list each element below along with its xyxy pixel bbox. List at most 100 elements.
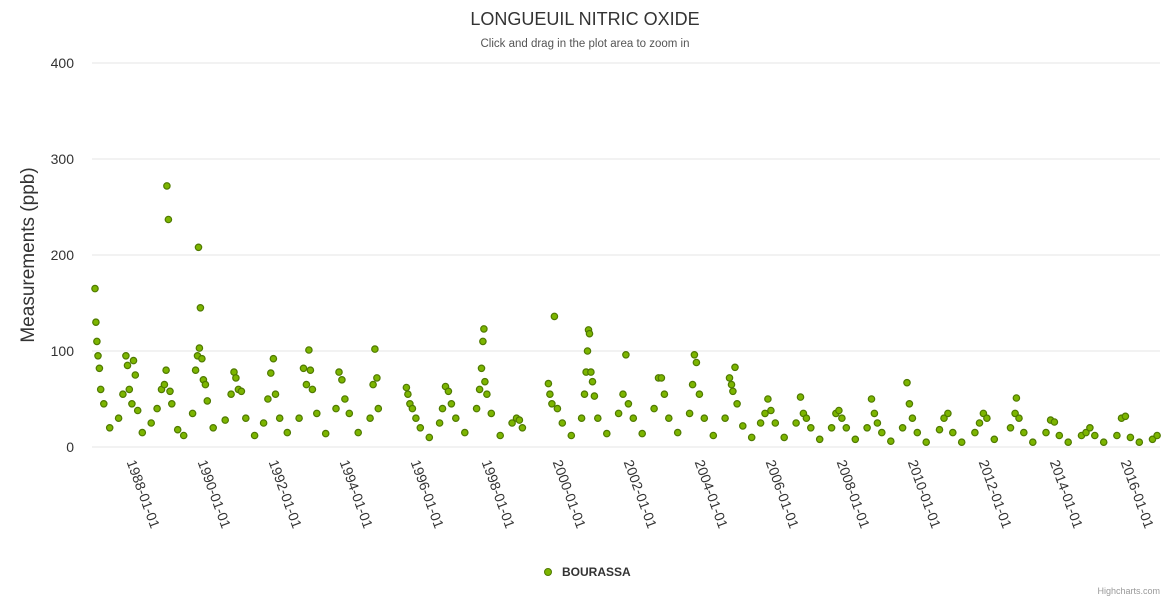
data-point[interactable] [335,368,343,376]
data-point[interactable] [412,414,420,423]
data-point[interactable] [1019,428,1028,437]
data-point[interactable] [558,419,567,427]
data-point[interactable] [374,404,383,413]
data-point[interactable] [602,429,611,438]
data-point[interactable] [153,404,161,413]
data-point[interactable] [593,414,602,423]
data-point[interactable] [1015,414,1023,423]
data-point[interactable] [660,390,669,399]
data-point[interactable] [700,414,709,423]
data-point[interactable] [796,393,805,401]
data-point[interactable] [886,437,895,446]
data-point[interactable] [867,395,876,403]
data-point[interactable] [1029,438,1037,447]
data-point[interactable] [354,428,363,437]
data-point[interactable] [162,366,170,375]
data-point[interactable] [128,399,136,408]
data-point[interactable] [481,377,489,386]
data-point[interactable] [179,431,188,440]
data-point[interactable] [771,419,780,427]
data-point[interactable] [1055,431,1064,440]
data-point[interactable] [173,425,182,434]
data-point[interactable] [838,414,846,423]
data-point[interactable] [1050,418,1059,426]
data-point[interactable] [827,423,836,432]
data-point[interactable] [873,419,882,427]
data-point[interactable] [472,404,481,413]
data-point[interactable] [764,395,772,403]
data-point[interactable] [195,344,204,352]
data-point[interactable] [619,390,627,399]
data-point[interactable] [332,404,340,413]
data-point[interactable] [553,404,562,413]
data-point[interactable] [266,369,275,377]
data-point[interactable] [518,423,527,432]
data-point[interactable] [733,399,741,408]
data-point[interactable] [92,318,100,327]
data-point[interactable] [147,419,156,427]
data-point[interactable] [898,423,907,432]
data-point[interactable] [438,404,447,413]
data-point[interactable] [232,374,240,382]
data-point[interactable] [851,435,860,444]
data-point[interactable] [477,364,486,373]
legend-item-bourassa[interactable]: BOURASSA [562,565,631,579]
data-point[interactable] [131,371,140,379]
data-point[interactable] [94,351,102,360]
data-point[interactable] [614,409,623,418]
data-point[interactable] [587,368,595,376]
data-point[interactable] [338,375,346,384]
data-point[interactable] [496,431,505,440]
data-point[interactable] [201,380,210,389]
data-point[interactable] [983,414,991,423]
data-point[interactable] [624,399,633,408]
data-point[interactable] [196,303,205,312]
data-point[interactable] [913,428,922,437]
data-point[interactable] [168,399,176,408]
data-point[interactable] [792,419,800,427]
data-point[interactable] [1135,438,1144,447]
data-point[interactable] [1042,428,1050,437]
data-point[interactable] [664,414,673,423]
data-point[interactable] [756,419,765,427]
data-point[interactable] [242,414,250,423]
data-point[interactable] [133,406,142,415]
data-point[interactable] [546,390,554,399]
data-point[interactable] [299,364,308,373]
data-point[interactable] [550,312,559,321]
data-point[interactable] [585,329,594,338]
data-point[interactable] [1126,433,1135,442]
data-point[interactable] [1082,428,1090,437]
data-point[interactable] [122,351,130,360]
data-point[interactable] [935,425,944,434]
data-point[interactable] [163,182,171,190]
data-point[interactable] [371,345,379,353]
data-point[interactable] [345,409,354,418]
data-point[interactable] [341,395,349,403]
data-point[interactable] [721,414,729,423]
data-point[interactable] [922,438,931,447]
data-point[interactable] [1091,431,1099,440]
data-point[interactable] [435,419,444,427]
data-point[interactable] [905,399,914,408]
data-point[interactable] [940,414,948,423]
data-point[interactable] [444,387,453,396]
data-point[interactable] [692,358,701,367]
data-point[interactable] [622,350,630,359]
data-point[interactable] [100,399,108,408]
data-point[interactable] [402,383,411,392]
data-point[interactable] [975,419,984,427]
data-point[interactable] [870,409,879,418]
data-point[interactable] [588,377,597,386]
data-point[interactable] [480,325,488,333]
data-point[interactable] [271,390,280,399]
data-point[interactable] [408,404,417,413]
data-point[interactable] [695,390,704,399]
data-point[interactable] [544,379,553,388]
data-point[interactable] [283,428,292,437]
data-point[interactable] [475,385,484,394]
data-point[interactable] [203,397,212,405]
data-point[interactable] [567,431,576,440]
data-point[interactable] [306,366,315,375]
data-point[interactable] [447,399,456,408]
